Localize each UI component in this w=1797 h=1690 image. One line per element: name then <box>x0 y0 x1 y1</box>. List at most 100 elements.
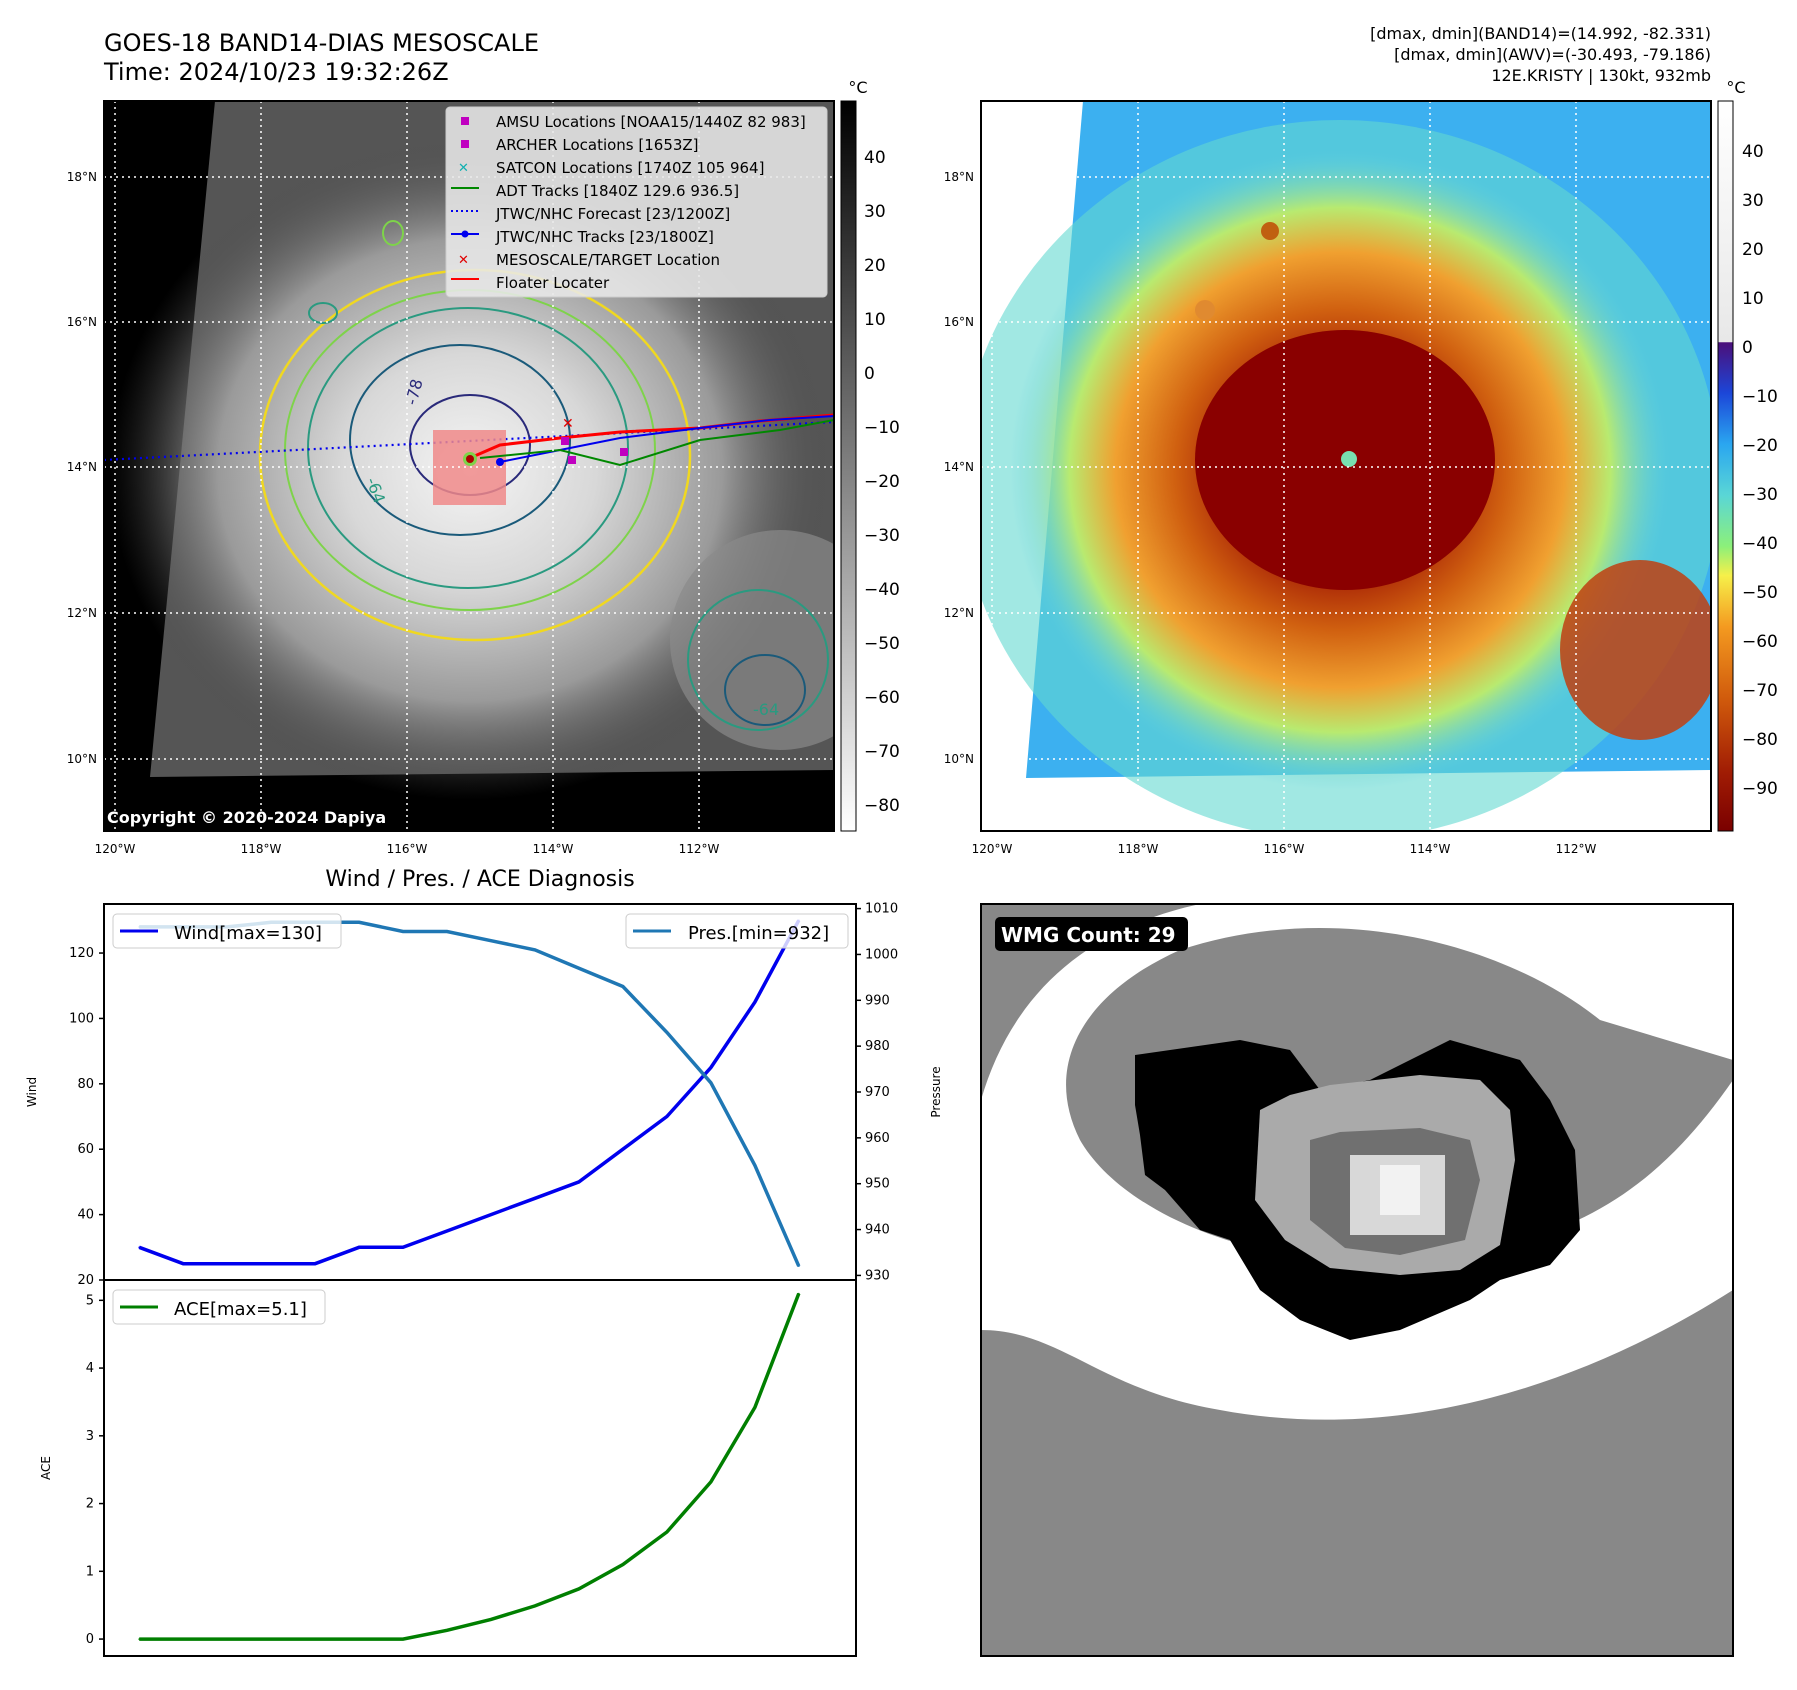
ace-series-line-point <box>358 1638 360 1640</box>
wmg-count-label: WMG Count: 29 <box>1001 923 1176 947</box>
legend-entry-adt: ADT Tracks [1840Z 129.6 936.5] <box>496 182 739 200</box>
right-cbar-tick: −90 <box>1742 779 1778 799</box>
left-lat-14: 14°N <box>67 460 97 474</box>
ace-y-tick: 4 <box>86 1361 94 1376</box>
right-lon-120: 120°W <box>972 842 1013 856</box>
ace-legend-label: ACE[max=5.1] <box>174 1299 307 1320</box>
right-cbar-tick: 20 <box>1742 240 1764 260</box>
pressure-y-tick: 970 <box>865 1085 890 1100</box>
pressure-series-line-point <box>358 921 360 924</box>
right-lat-10: 10°N <box>944 752 974 766</box>
pressure-series-line-point <box>578 967 580 969</box>
right-cbar-tick: −30 <box>1742 485 1778 505</box>
wind-y-tick: 20 <box>77 1273 94 1288</box>
left-colorbar: °C 40 30 20 10 0 −10 −20 −30 −40 −50 −60… <box>840 78 900 832</box>
left-lat-16: 16°N <box>67 315 97 329</box>
wind-series-line-point <box>270 1262 272 1265</box>
contour-label-64b: -64 <box>753 700 779 719</box>
ace-series-line-point <box>490 1618 492 1621</box>
right-cbar-tick: −60 <box>1742 632 1778 652</box>
pressure-series-line-point <box>710 1082 712 1084</box>
right-lat-16: 16°N <box>944 315 974 329</box>
wind-y-tick: 80 <box>77 1077 94 1092</box>
legend-swatch-target: ✕ <box>458 253 469 268</box>
right-cbar-tick: −40 <box>1742 534 1778 554</box>
figure-time: Time: 2024/10/23 19:32:26Z <box>103 58 449 86</box>
left-cbar-tick: −40 <box>864 580 900 600</box>
legend-swatch-amsu <box>461 117 469 125</box>
right-cbar-tick: −10 <box>1742 387 1778 407</box>
ace-chart: 5 4 3 2 1 0 ACE ACE[max=5.1] <box>39 1279 857 1657</box>
wind-series-line-point <box>622 1148 624 1151</box>
ace-series-line-point <box>622 1563 624 1566</box>
wind-series-line-point <box>666 1115 668 1118</box>
right-lon-118: 118°W <box>1118 842 1159 856</box>
ace-y-tick: 0 <box>86 1632 94 1647</box>
pressure-series-line-point <box>666 1031 668 1034</box>
archer-marker <box>620 448 628 456</box>
right-cbar-tick: −70 <box>1742 681 1778 701</box>
legend-entry-tracks: JTWC/NHC Tracks [23/1800Z] <box>495 228 714 246</box>
ace-series-line-point <box>182 1638 184 1640</box>
wind-series-line-point <box>446 1230 448 1232</box>
left-cbar-tick: −70 <box>864 742 900 762</box>
right-cbar-tick: 10 <box>1742 289 1764 309</box>
right-lat-12: 12°N <box>944 606 974 620</box>
wind-series-line-point <box>138 1246 140 1249</box>
target-marker: ✕ <box>562 416 574 432</box>
pressure-ylabel: Pressure <box>929 1066 943 1117</box>
right-eye <box>1341 451 1357 467</box>
wmg-panel: WMG Count: 29 <box>980 903 1734 1657</box>
left-cbar-tick: 30 <box>864 202 886 222</box>
right-cbar-tick: −20 <box>1742 436 1778 456</box>
left-cbar-tick: −50 <box>864 634 900 654</box>
pressure-series-line-point <box>622 985 624 988</box>
wind-pressure-chart: 120 100 80 60 40 20 1010 1000 990 980 970 960 950 94… <box>25 902 943 1288</box>
figure-title: GOES-18 BAND14-DIAS MESOSCALE <box>104 29 539 57</box>
amsu-marker <box>561 437 569 445</box>
left-map-lat-ticks: 18°N 16°N 14°N 12°N 10°N <box>67 170 97 766</box>
floater-box <box>433 430 506 505</box>
wind-y-tick: 60 <box>77 1142 94 1157</box>
wind-ylabel: Wind <box>25 1077 39 1107</box>
wind-series-line-point <box>314 1262 316 1265</box>
copyright-text: Copyright © 2020-2024 Dapiya <box>107 808 386 827</box>
contour-blue-outer <box>349 344 571 536</box>
left-cbar-tick: −10 <box>864 418 900 438</box>
legend-entry-amsu: AMSU Locations [NOAA15/1440Z 82 983] <box>496 113 806 131</box>
left-map-lon-ticks: 120°W 118°W 116°W 114°W 112°W <box>95 842 720 856</box>
pressure-y-tick: 940 <box>865 1223 890 1238</box>
legend-entry-forecast: JTWC/NHC Forecast [23/1200Z] <box>495 205 730 223</box>
pressure-legend: Pres.[min=932] <box>625 913 849 949</box>
pressure-y-tick: 1000 <box>865 947 898 962</box>
right-cbar-tick: −80 <box>1742 730 1778 750</box>
legend-entry-target: MESOSCALE/TARGET Location <box>496 251 720 269</box>
pressure-y-tick: 960 <box>865 1131 890 1146</box>
left-cbar-tick: −30 <box>864 526 900 546</box>
wind-series-line-point <box>534 1197 536 1200</box>
pressure-series-line-point <box>798 1265 800 1268</box>
left-lat-18: 18°N <box>67 170 97 184</box>
right-lon-116: 116°W <box>1264 842 1305 856</box>
ace-y-tick: 3 <box>86 1429 94 1444</box>
pressure-series-line-point <box>534 949 536 951</box>
ace-series-line-point <box>446 1629 448 1632</box>
left-cbar-tick: 40 <box>864 148 886 168</box>
right-colorbar-ticks: 40 30 20 10 0 −10 −20 −30 −40 −50 −60 −7… <box>1742 142 1778 799</box>
pressure-y-tick: 950 <box>865 1177 890 1192</box>
left-cbar-tick: −80 <box>864 796 900 816</box>
wind-legend-label: Wind[max=130] <box>174 923 322 944</box>
left-lon-112: 112°W <box>679 842 720 856</box>
ace-series-line-point <box>226 1638 228 1640</box>
left-cbar-tick: 20 <box>864 256 886 276</box>
wind-series-line <box>138 919 801 1266</box>
legend-swatch-archer <box>461 140 469 148</box>
left-lat-12: 12°N <box>67 606 97 620</box>
pressure-y-tick: 980 <box>865 1039 890 1054</box>
left-cbar-tick: −60 <box>864 688 900 708</box>
legend-swatch-satcon: ✕ <box>458 161 469 176</box>
pressure-series-line-point <box>754 1164 756 1167</box>
diagnosis-title: Wind / Pres. / ACE Diagnosis <box>325 867 634 892</box>
legend-entry-satcon: SATCON Locations [1740Z 105 964] <box>496 159 764 177</box>
